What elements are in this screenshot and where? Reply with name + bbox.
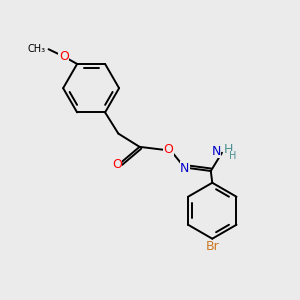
Text: N: N: [180, 161, 190, 175]
Text: H: H: [229, 151, 236, 161]
Text: O: O: [112, 158, 122, 171]
Text: O: O: [59, 50, 69, 63]
Text: O: O: [163, 143, 173, 156]
Text: H: H: [224, 143, 233, 156]
Text: Br: Br: [206, 241, 219, 254]
Text: CH₃: CH₃: [28, 44, 46, 54]
Text: N: N: [212, 145, 221, 158]
